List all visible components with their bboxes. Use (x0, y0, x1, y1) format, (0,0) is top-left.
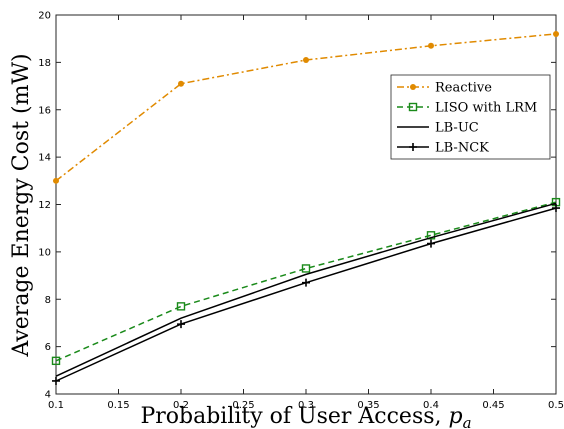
x-tick-label: 0.25 (232, 400, 254, 411)
x-tick-label: 0.15 (107, 400, 129, 411)
legend-box (390, 74, 551, 160)
axis-ticks: 0.1 0.15 0.2 0.25 0.3 0.35 0.4 0.45 0.5 4 6 8 10 12 14… (38, 11, 564, 412)
data-point-lb-nck (177, 320, 185, 329)
data-point-reactive (553, 30, 559, 37)
series-layer (51, 30, 561, 385)
y-tick-label: 4 (45, 390, 51, 401)
x-axis-label-subscript: a (463, 414, 472, 429)
legend-marker (408, 102, 418, 112)
series-line-liso-with-lrm (55, 201, 557, 362)
plot-area (55, 14, 557, 395)
legend-item: LB-NCK (397, 141, 489, 156)
data-point-lb-nck (552, 204, 560, 213)
x-tick-label: 0.2 (173, 400, 189, 411)
legend-label: LB-NCK (435, 141, 489, 156)
legend-item: LB-UC (397, 121, 479, 136)
y-tick-label: 16 (38, 105, 51, 116)
x-tick-label: 0.45 (482, 400, 504, 411)
series-reactive (53, 30, 559, 184)
series-lb-uc (55, 202, 557, 377)
y-tick-label: 12 (38, 200, 51, 211)
data-point-reactive (178, 80, 184, 87)
legend-marker (409, 143, 417, 151)
y-tick-label: 6 (45, 342, 51, 353)
data-point-lb-nck (427, 239, 435, 248)
legend-label: LISO with LRM (435, 101, 537, 116)
y-axis-label: Average Energy Cost (mW) (9, 53, 34, 357)
data-point-lb-nck (302, 278, 310, 287)
data-point-lb-nck (52, 376, 60, 385)
data-point-liso-with-lrm (51, 356, 61, 366)
x-axis-label-symbol: p (449, 404, 463, 429)
legend-label: LB-UC (435, 121, 479, 136)
series-lb-nck (52, 204, 560, 385)
x-tick-label: 0.1 (48, 400, 64, 411)
data-point-liso-with-lrm (301, 264, 311, 273)
y-tick-label: 10 (38, 247, 51, 258)
series-line-lb-uc (55, 202, 557, 377)
legend-marker (410, 84, 416, 90)
legend-item: LISO with LRM (397, 101, 537, 116)
data-point-reactive (303, 57, 309, 64)
y-tick-label: 14 (38, 153, 51, 164)
x-tick-label: 0.4 (423, 400, 439, 411)
y-tick-label: 20 (38, 11, 51, 22)
data-point-reactive (53, 177, 59, 184)
y-tick-label: 8 (45, 295, 51, 306)
data-point-liso-with-lrm (426, 231, 436, 240)
legend-item: Reactive (397, 81, 492, 96)
y-tick-label: 18 (38, 58, 51, 69)
x-tick-label: 0.5 (548, 400, 564, 411)
legend-label: Reactive (435, 81, 492, 96)
legend: Reactive LISO with LRM LB-UC LB-NCK (390, 74, 551, 160)
x-tick-label: 0.3 (298, 400, 314, 411)
x-axis-label: Probability of User Access, pa (140, 404, 471, 429)
x-axis-label-text: Probability of User Access, (140, 404, 448, 429)
data-point-liso-with-lrm (176, 302, 186, 311)
x-tick-label: 0.35 (357, 400, 379, 411)
data-point-reactive (428, 42, 434, 49)
